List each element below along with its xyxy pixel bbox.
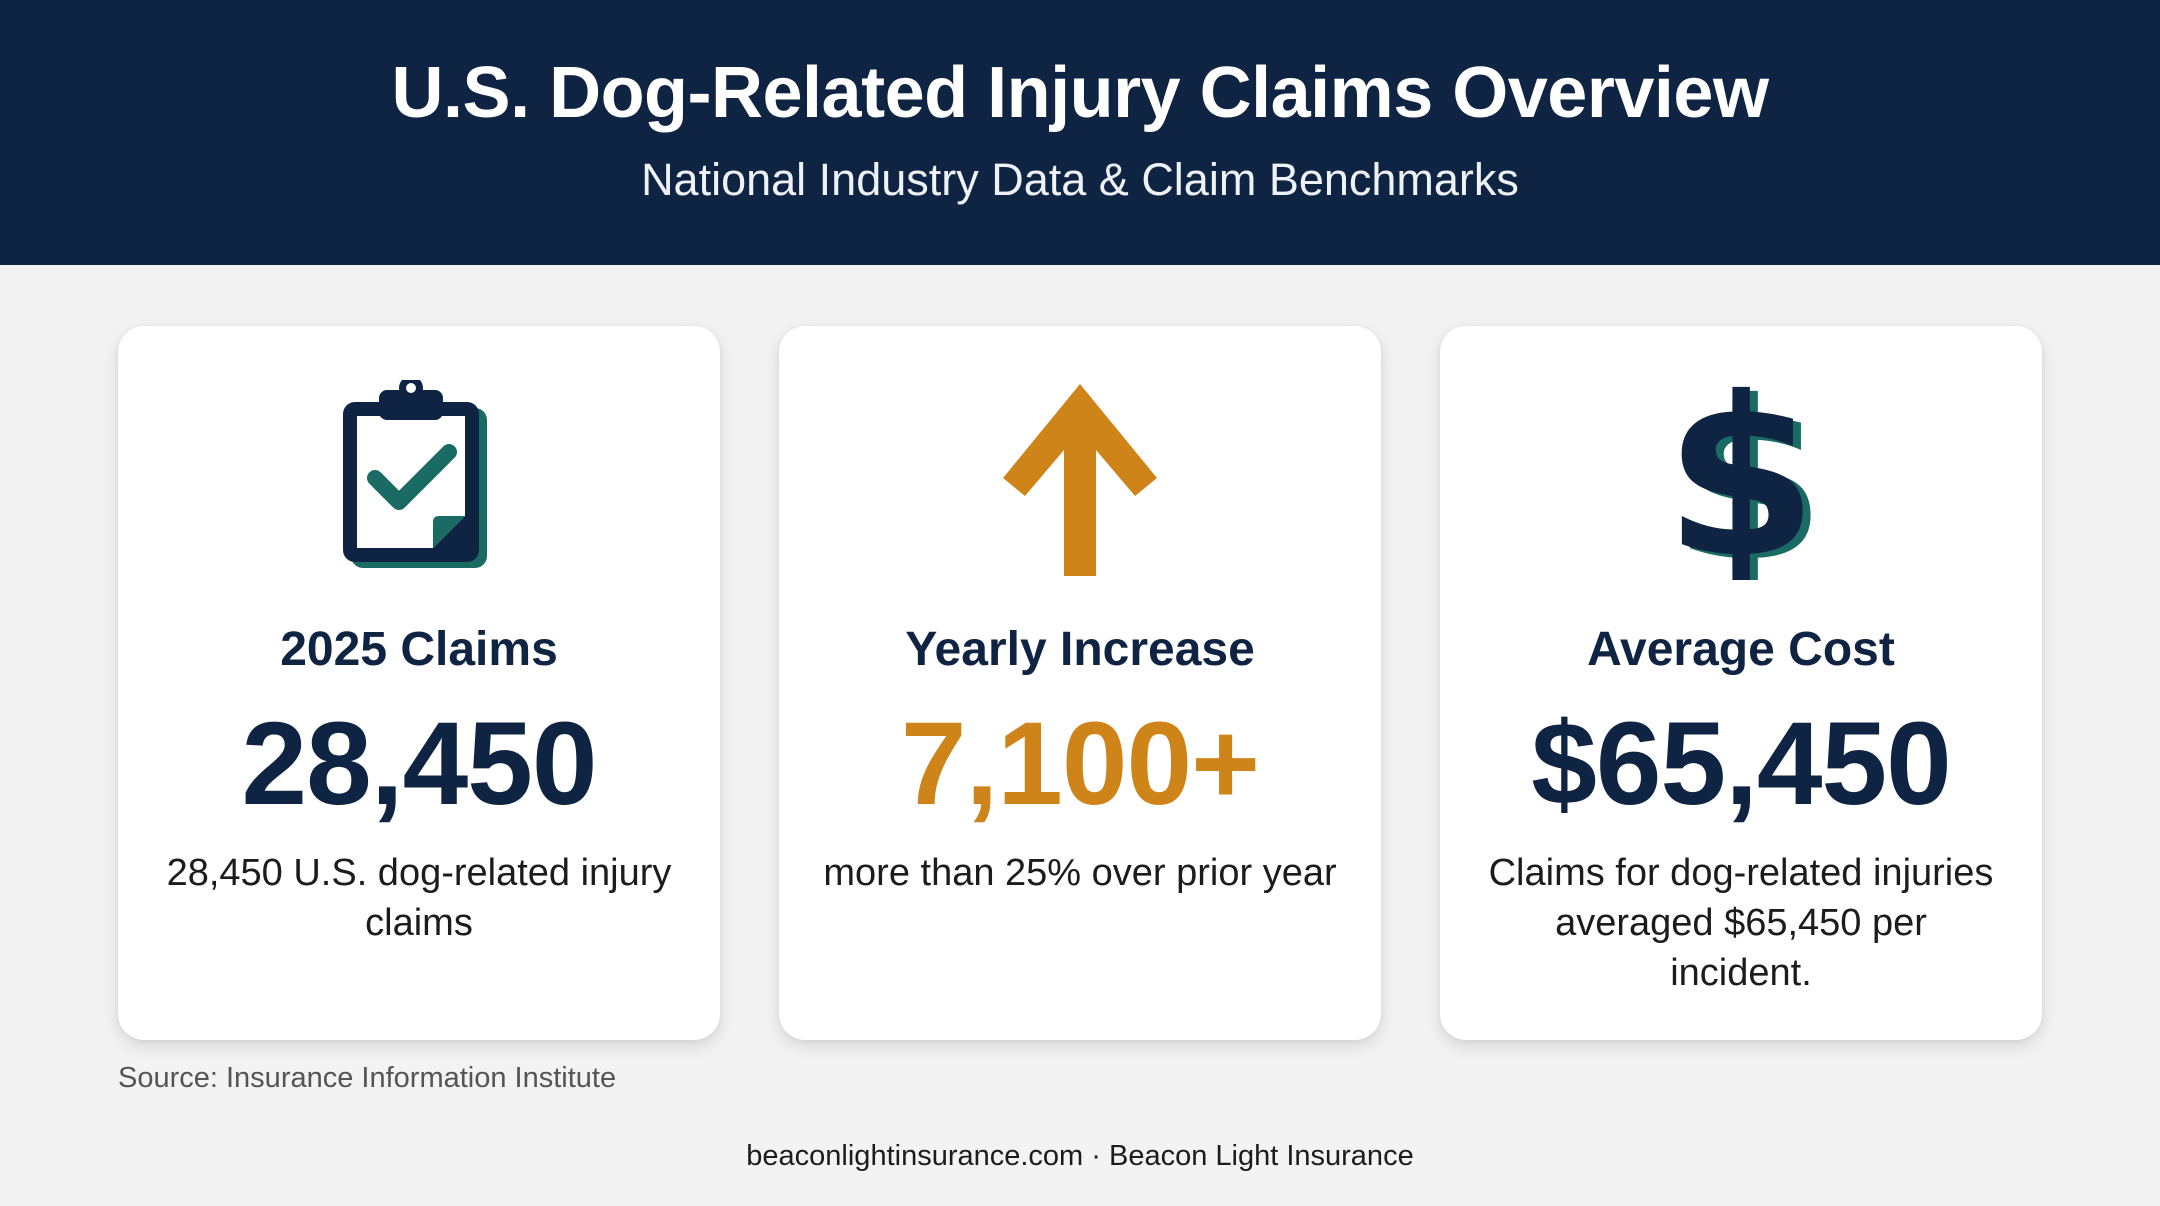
average-cost-value: $65,450: [1531, 698, 1952, 830]
increase-value: 7,100+: [900, 698, 1260, 830]
increase-label: Yearly Increase: [905, 623, 1255, 676]
source-note: Source: Insurance Information Institute: [118, 1062, 617, 1094]
claims-label: 2025 Claims: [280, 623, 558, 676]
increase-description: more than 25% over prior year: [823, 852, 1337, 894]
clipboard-check-icon: [118, 380, 720, 580]
claims-description: 28,450 U.S. dog-related injury claims: [166, 852, 672, 944]
header-banner: U.S. Dog-Related Injury Claims Overview …: [0, 0, 2160, 265]
dollar-sign-icon: $ $: [1440, 380, 2042, 580]
svg-text:$: $: [1672, 380, 1816, 580]
average-cost-card: $ $ Average Cost $65,450 Claims for dog-…: [1440, 326, 2042, 1040]
average-cost-description: Claims for dog-related injuries averaged…: [1488, 852, 1994, 994]
page-title: U.S. Dog-Related Injury Claims Overview: [391, 53, 1769, 133]
average-cost-label: Average Cost: [1587, 623, 1895, 676]
page-subtitle: National Industry Data & Claim Benchmark…: [641, 154, 1519, 205]
arrow-up-icon: [779, 380, 1381, 580]
footer-credit: beaconlightinsurance.com · Beacon Light …: [746, 1140, 1414, 1172]
svg-text:$: $: [1666, 380, 1816, 580]
claims-card: 2025 Claims 28,450 28,450 U.S. dog-relat…: [118, 326, 720, 1040]
increase-card: Yearly Increase 7,100+ more than 25% ove…: [779, 326, 1381, 1040]
claims-value: 28,450: [241, 698, 598, 830]
